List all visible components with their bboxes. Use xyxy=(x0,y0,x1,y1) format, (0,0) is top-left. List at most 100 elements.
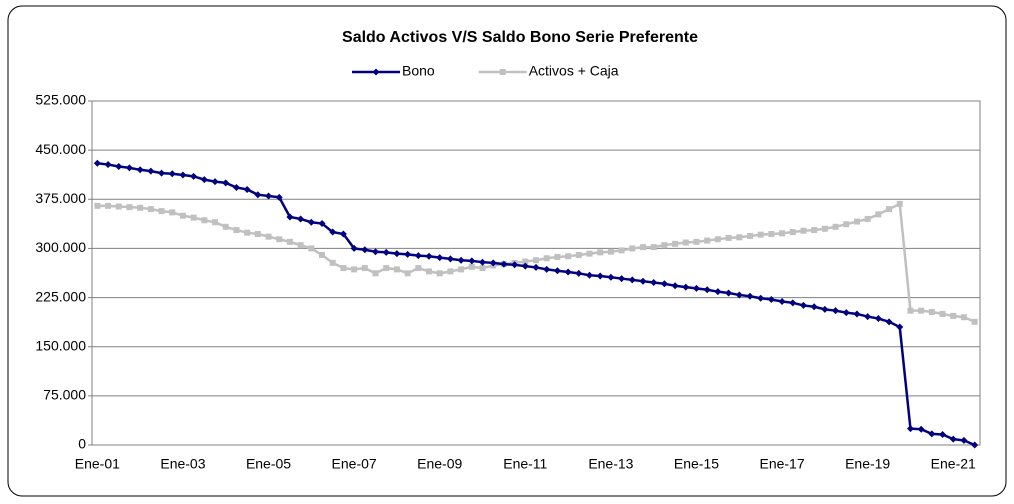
data-point xyxy=(874,315,882,323)
data-point xyxy=(660,280,668,288)
x-tick-label: Ene-15 xyxy=(674,456,719,472)
data-point xyxy=(779,230,786,237)
data-point xyxy=(671,282,679,290)
data-point xyxy=(115,203,122,210)
y-tick-label: 0 xyxy=(78,436,86,452)
x-tick-label: Ene-11 xyxy=(503,456,547,472)
data-point xyxy=(917,425,925,433)
data-point xyxy=(212,219,219,226)
data-point xyxy=(811,227,818,234)
data-point xyxy=(104,161,112,169)
data-point xyxy=(950,312,957,319)
data-point xyxy=(233,227,240,234)
data-point xyxy=(147,206,154,213)
data-point xyxy=(607,273,615,281)
data-point xyxy=(404,250,412,258)
legend-marker xyxy=(372,68,380,76)
data-point xyxy=(778,298,786,306)
data-point xyxy=(521,262,529,270)
data-point xyxy=(661,242,668,249)
data-point xyxy=(543,265,551,273)
data-point xyxy=(906,425,914,433)
data-point xyxy=(276,236,283,243)
data-point xyxy=(907,307,914,314)
x-tick-label: Ene-13 xyxy=(588,456,633,472)
data-point xyxy=(179,212,186,219)
data-point xyxy=(436,254,444,262)
data-point xyxy=(939,310,946,317)
data-point xyxy=(650,279,658,287)
data-point xyxy=(125,164,133,172)
data-point xyxy=(918,307,925,314)
data-point xyxy=(704,237,711,244)
data-point xyxy=(126,204,133,211)
data-point xyxy=(489,259,497,267)
data-point xyxy=(628,276,636,284)
data-point xyxy=(415,265,422,272)
data-point xyxy=(757,231,764,238)
y-tick-label: 450.000 xyxy=(35,141,86,157)
data-point xyxy=(597,249,604,256)
data-point xyxy=(864,215,871,222)
data-point xyxy=(447,268,454,275)
data-point xyxy=(361,246,369,254)
data-point xyxy=(596,272,604,280)
data-point xyxy=(821,225,828,232)
data-point xyxy=(275,193,283,201)
chart-border xyxy=(7,5,1007,497)
data-point xyxy=(629,245,636,252)
data-point xyxy=(864,313,872,321)
data-point xyxy=(458,266,465,273)
data-point xyxy=(896,200,903,207)
y-tick-label: 375.000 xyxy=(35,190,86,206)
data-point xyxy=(169,209,176,216)
data-point xyxy=(789,299,797,307)
data-point xyxy=(693,238,700,245)
data-point xyxy=(254,191,262,199)
data-point xyxy=(200,176,208,184)
data-point xyxy=(168,170,176,178)
data-point xyxy=(672,240,679,247)
data-point xyxy=(853,218,860,225)
data-point xyxy=(607,248,614,255)
data-point xyxy=(565,253,572,260)
data-point xyxy=(639,244,646,251)
data-point xyxy=(393,266,400,273)
data-point xyxy=(853,310,861,318)
data-point xyxy=(842,309,850,317)
data-point xyxy=(93,159,101,167)
x-tick-label: Ene-21 xyxy=(931,456,976,472)
data-point xyxy=(618,275,626,283)
data-point xyxy=(799,301,807,309)
data-point xyxy=(425,252,433,260)
data-point xyxy=(115,163,123,171)
x-tick-label: Ene-03 xyxy=(160,456,205,472)
data-point xyxy=(393,250,401,258)
data-point xyxy=(372,270,379,277)
data-point xyxy=(585,271,593,279)
data-point xyxy=(832,223,839,230)
legend-label: Activos + Caja xyxy=(529,63,619,79)
data-point xyxy=(960,436,968,444)
data-point xyxy=(650,244,657,251)
data-point xyxy=(928,308,935,315)
x-tick-label: Ene-19 xyxy=(845,456,890,472)
data-point xyxy=(232,183,240,191)
data-point xyxy=(351,266,358,273)
data-point xyxy=(190,172,198,180)
data-point xyxy=(639,277,647,285)
data-point xyxy=(896,323,904,331)
data-point xyxy=(222,179,230,187)
data-point xyxy=(307,218,315,226)
data-point xyxy=(158,169,166,177)
data-point xyxy=(136,166,144,174)
data-point xyxy=(329,259,336,266)
data-point xyxy=(414,252,422,260)
data-point xyxy=(971,441,979,449)
data-point xyxy=(800,227,807,234)
data-point xyxy=(147,167,155,175)
legend-marker xyxy=(499,69,506,75)
data-point xyxy=(960,314,967,321)
data-point xyxy=(350,244,358,252)
